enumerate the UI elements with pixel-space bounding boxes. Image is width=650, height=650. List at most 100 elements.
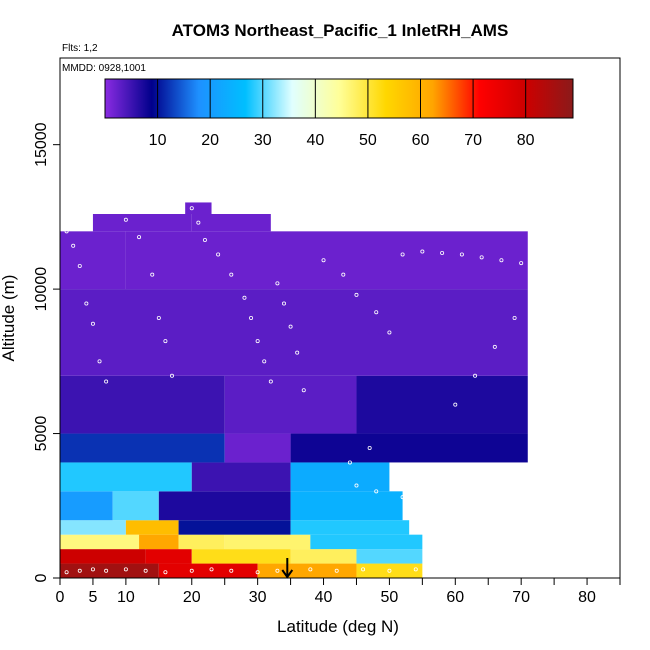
sample-point — [150, 272, 155, 277]
heatmap-cell — [290, 520, 410, 535]
heatmap-cell — [178, 520, 291, 535]
plot-frame — [59, 57, 621, 579]
x-tick-label: 70 — [512, 589, 530, 606]
sample-point — [354, 483, 359, 488]
heatmap-cell — [60, 375, 225, 434]
heatmap-cell — [178, 534, 225, 550]
colorbar-tick-label: 20 — [201, 132, 219, 149]
flights-note: Flts: 1,2 — [62, 43, 98, 54]
sample-point — [387, 330, 392, 335]
sample-point — [347, 460, 352, 465]
colorbar: 10 20 30 40 50 60 70 80 — [104, 78, 574, 149]
sample-point — [84, 301, 89, 306]
sample-point — [275, 568, 280, 573]
sample-point — [229, 272, 234, 277]
heatmap-cell — [224, 375, 357, 434]
sample-point — [479, 255, 484, 260]
heatmap-cell — [139, 534, 179, 550]
sample-point — [169, 373, 174, 378]
sample-point — [262, 359, 267, 364]
x-tick-label: 10 — [117, 589, 135, 606]
sample-point — [123, 567, 128, 572]
sample-point — [288, 324, 293, 329]
colorbar-tick-label: 70 — [464, 132, 482, 149]
sample-point — [64, 229, 69, 234]
sample-point — [295, 350, 300, 355]
sample-point — [473, 373, 478, 378]
sample-point — [189, 206, 194, 211]
sample-point — [374, 310, 379, 315]
heatmap-cell — [185, 202, 212, 214]
heatmap-cell — [112, 491, 159, 521]
sample-point — [281, 301, 286, 306]
y-tick-label: 0 — [33, 573, 50, 582]
heatmap-cell — [310, 534, 423, 550]
sample-point — [196, 220, 201, 225]
heatmap-cell — [158, 491, 291, 521]
sample-point — [275, 281, 280, 286]
heatmap-cell — [191, 214, 271, 232]
heatmap-cell — [290, 433, 528, 463]
heatmap-cell — [224, 433, 291, 463]
colorbar-tick-label: 10 — [149, 132, 167, 149]
sample-point — [123, 217, 128, 222]
sample-point — [249, 315, 254, 320]
sample-point — [163, 339, 168, 344]
heatmap-cell — [125, 520, 179, 535]
x-tick-label: 60 — [446, 589, 464, 606]
sample-point — [189, 568, 194, 573]
heatmap-cell — [92, 214, 192, 232]
heatmap-cell — [191, 549, 291, 564]
heatmap-cell — [145, 549, 192, 564]
x-tick-label: 50 — [381, 589, 399, 606]
sample-point — [413, 567, 418, 572]
sample-point — [354, 292, 359, 297]
heatmap-cell — [290, 491, 403, 521]
heatmap-cell — [60, 462, 192, 492]
y-tick-label: 15000 — [33, 122, 50, 167]
sample-point — [97, 359, 102, 364]
sample-point — [90, 567, 95, 572]
heatmap-cell — [356, 563, 423, 578]
sample-point — [229, 568, 234, 573]
sample-point — [64, 570, 69, 575]
colorbar-tick-label: 80 — [517, 132, 535, 149]
sample-point — [308, 567, 313, 572]
sample-point — [71, 243, 76, 248]
heatmap-cell — [60, 563, 159, 578]
colorbar-tick-label: 40 — [306, 132, 324, 149]
x-tick-label: 5 — [88, 589, 97, 606]
sample-point — [216, 252, 221, 257]
heatmap-cell — [356, 549, 423, 564]
heatmap — [60, 202, 528, 578]
latitude-marker — [281, 558, 294, 579]
heatmap-cell — [290, 549, 357, 564]
y-axis: 0 5000 10000 15000 — [33, 122, 60, 582]
sample-point — [301, 388, 306, 393]
colorbar-tick-label: 50 — [359, 132, 377, 149]
heatmap-cell — [158, 563, 258, 578]
colorbar-tick-label: 30 — [254, 132, 272, 149]
sample-point — [440, 250, 445, 255]
sample-point — [163, 570, 168, 575]
sample-point — [104, 379, 109, 384]
sample-point — [255, 339, 260, 344]
sample-point — [268, 379, 273, 384]
heatmap-cell — [224, 534, 311, 550]
sample-point — [341, 272, 346, 277]
heatmap-cell — [60, 520, 126, 535]
x-tick-label: 80 — [578, 589, 596, 606]
heatmap-cell — [125, 231, 528, 290]
sample-point — [519, 261, 524, 266]
chart-title: ATOM3 Northeast_Pacific_1 InletRH_AMS — [172, 21, 509, 40]
sample-point — [90, 321, 95, 326]
marker-head — [281, 569, 294, 579]
sample-point — [492, 344, 497, 349]
heatmap-cell — [60, 491, 113, 521]
sample-point — [202, 237, 207, 242]
sample-point — [104, 568, 109, 573]
sample-point — [420, 474, 425, 479]
sample-point — [512, 315, 517, 320]
x-tick-label: 30 — [249, 589, 267, 606]
